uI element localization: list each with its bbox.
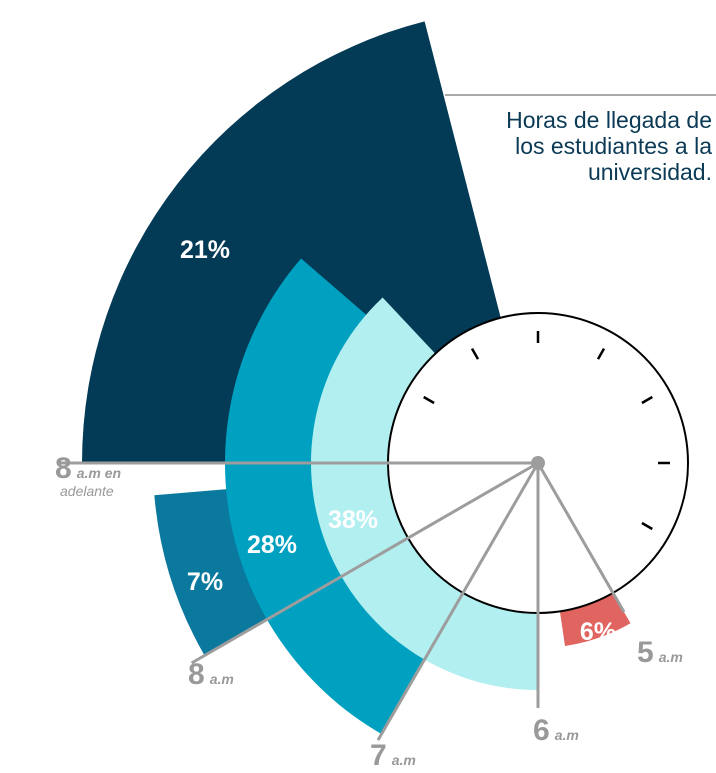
hour-number: 8 [188,658,205,691]
value-label: 6% [580,618,616,646]
clock-center [531,456,545,470]
clock-tick [596,348,606,360]
value-label: 7% [187,568,223,596]
hour-suffix: a.m [210,671,234,687]
chart-title: universidad. [588,159,712,185]
clock-tick [641,395,653,405]
hour-label: 5 a.m [637,636,683,669]
clock-tick [641,521,653,531]
clock-tick [423,395,435,405]
hour-suffix: a.m [555,727,579,743]
hour-line [536,462,626,613]
hour-number: 5 [637,636,654,669]
hour-suffix: a.m [659,649,683,665]
clock-tick [470,348,480,360]
hour-label: 7 a.m [370,739,416,772]
hour-line [190,461,539,665]
hour-label: 8 a.m en [55,452,121,485]
hour-label: 8 a.m [188,658,234,691]
hour-line [376,462,540,741]
hour-number: 8 [55,452,72,485]
hour-number: 6 [533,714,550,747]
value-label: 28% [247,531,297,559]
chart-title: los estudiantes a la [515,133,712,159]
value-label: 21% [180,236,230,264]
hour-label: 6 a.m [533,714,579,747]
chart-title: Horas de llegada de [506,107,712,133]
value-label: 38% [328,506,378,534]
hour-number: 7 [370,739,387,772]
hour-suffix: adelante [60,483,114,499]
hour-suffix: a.m en [77,465,121,481]
hour-suffix: a.m [392,752,416,768]
